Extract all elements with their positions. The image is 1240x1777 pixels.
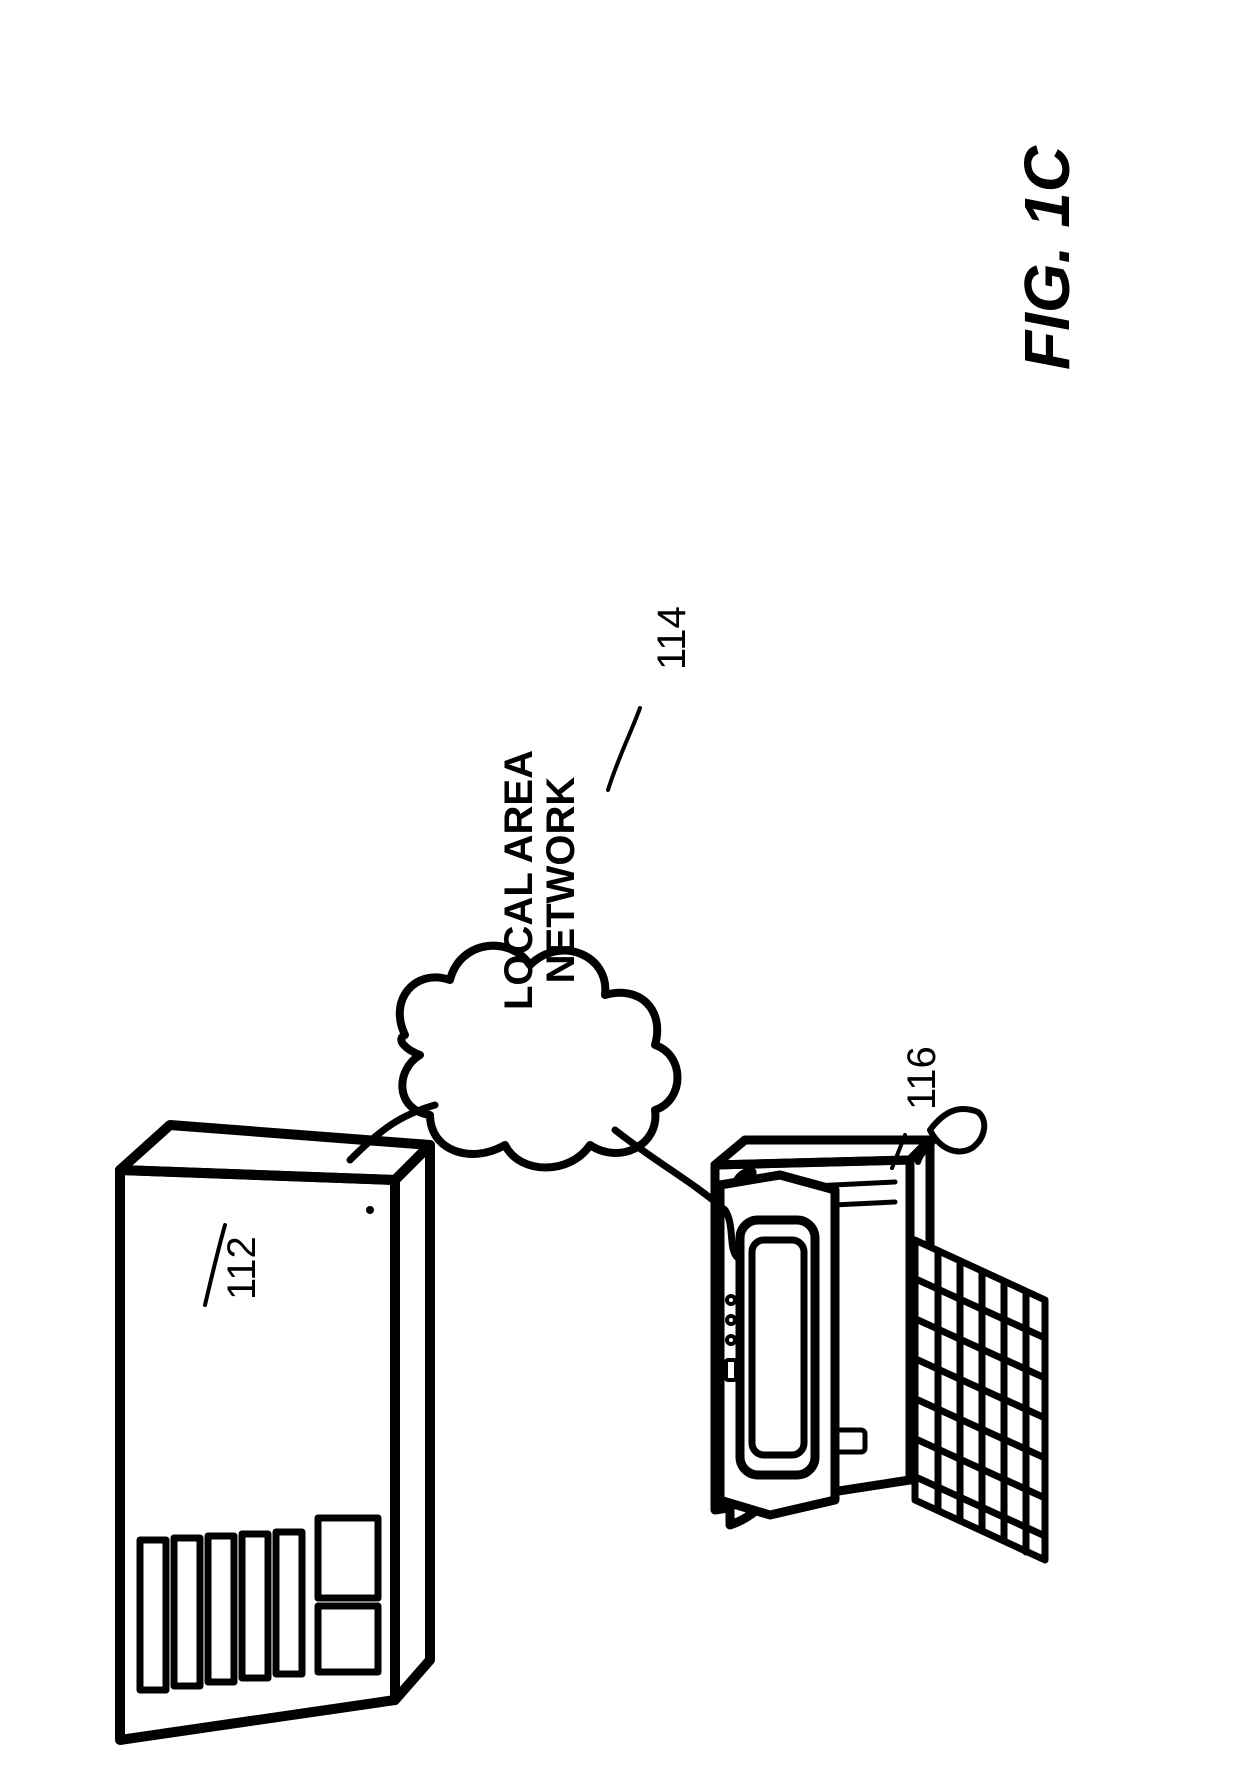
diagram-canvas: FIG. 1C LOCAL AREA NETWORK 114 112 116 <box>0 0 1240 1777</box>
cloud-icon <box>400 946 678 1168</box>
server-ref-leader <box>205 1225 225 1305</box>
cloud-ref-leader <box>608 708 640 790</box>
diagram-svg <box>0 0 1240 1777</box>
server-slots <box>140 1518 378 1690</box>
pc-icon <box>715 1109 1045 1560</box>
